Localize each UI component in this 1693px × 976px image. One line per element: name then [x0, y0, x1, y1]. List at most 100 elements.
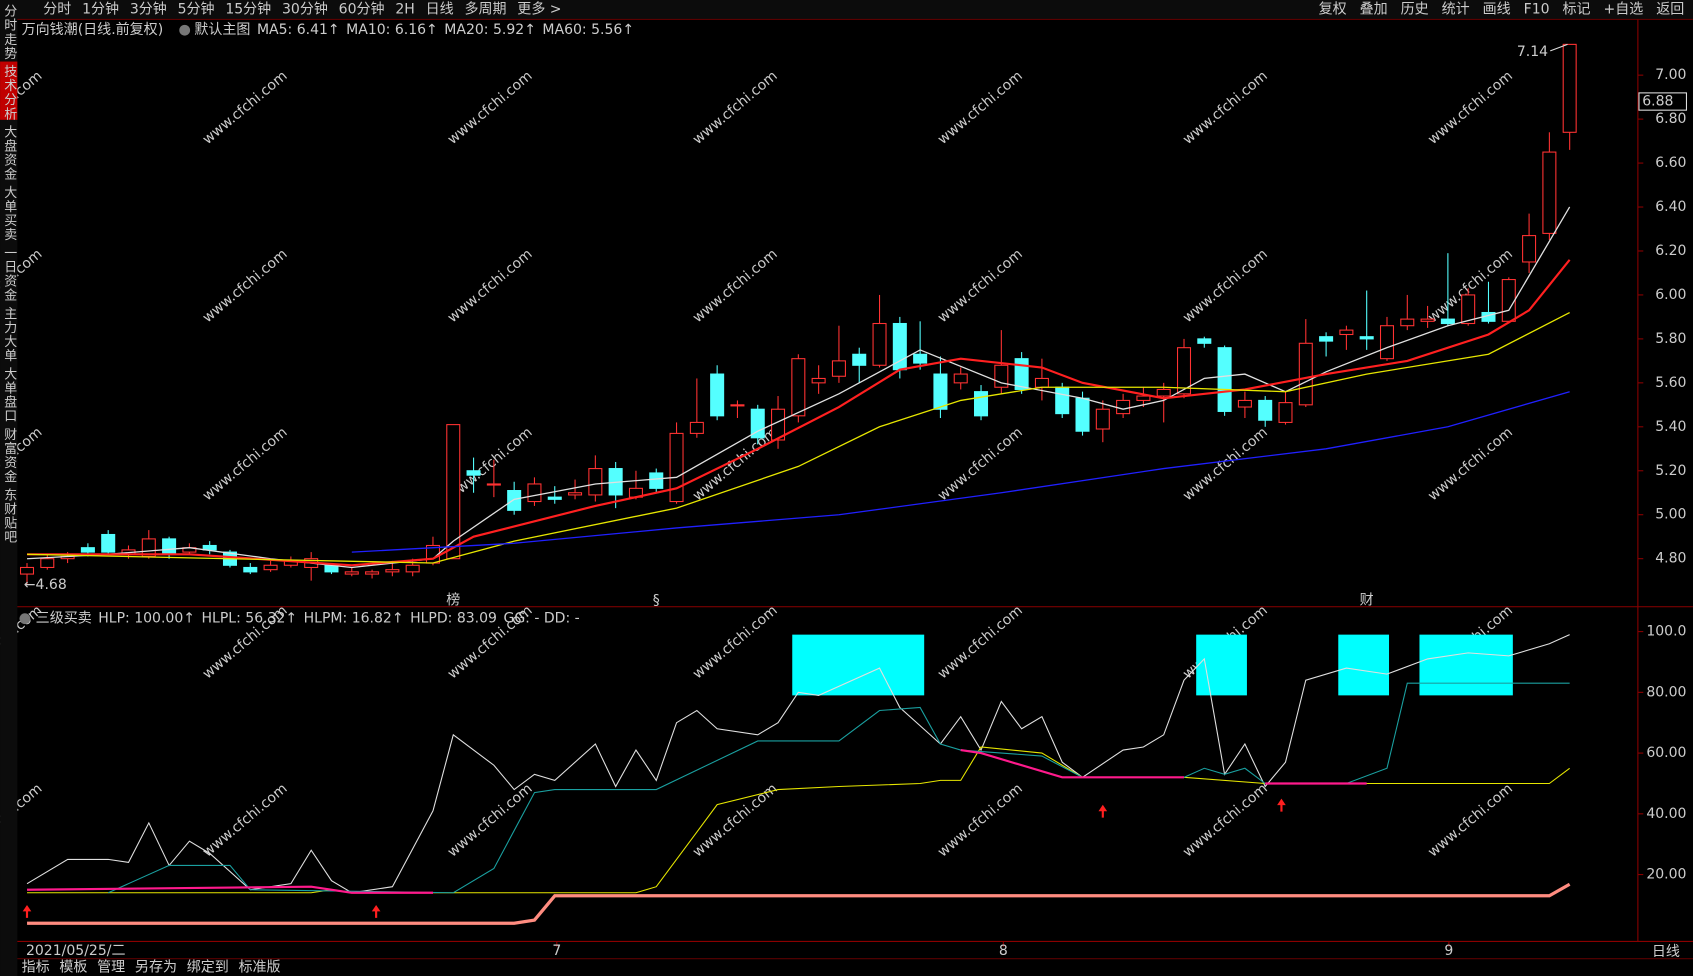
sidebar-tab[interactable]: 分时走势: [1, 4, 16, 60]
candle-body: [1420, 318, 1435, 322]
buy-signal: [1277, 798, 1286, 812]
y-tick-label: 5.60: [1655, 375, 1686, 391]
stock-title: 万向钱潮(日线.前复权): [22, 21, 164, 38]
indicator-legend: HLPD: 83.09: [410, 611, 497, 627]
tool-button[interactable]: 返回: [1656, 2, 1684, 18]
x-tick-label: 8: [999, 943, 1008, 959]
sidebar-tab[interactable]: 一日资金: [1, 246, 16, 302]
period-tab[interactable]: 多周期: [464, 1, 506, 18]
candle-body: [365, 571, 380, 575]
period-tab[interactable]: 15分钟: [225, 1, 271, 18]
footer-tab[interactable]: 标准版: [239, 959, 281, 975]
candle-body: [1095, 408, 1110, 430]
sidebar-tab[interactable]: 技术分析: [1, 65, 16, 121]
candle-body: [953, 373, 968, 384]
candle-body: [1258, 399, 1273, 421]
sidebar: [0, 0, 18, 976]
footer-tab[interactable]: 模板: [59, 959, 87, 975]
candle-body: [588, 468, 603, 496]
candle-body: [649, 472, 664, 489]
sidebar-tab[interactable]: 大盘资金: [1, 125, 16, 181]
ma-legend: MA20: 5.92: [444, 22, 524, 38]
indicator-legend: HLP: 100.00: [98, 611, 183, 627]
current-price: 6.88: [1642, 94, 1673, 110]
tool-button[interactable]: +自选: [1604, 2, 1644, 18]
sidebar-tab[interactable]: 主力大单: [1, 307, 16, 363]
signal-box: [1196, 634, 1247, 696]
candle-body: [933, 373, 948, 410]
footer-tab[interactable]: 另存为: [135, 959, 177, 975]
ma-legend: MA10: 6.16: [346, 22, 426, 38]
y-tick-label: 40.00: [1646, 806, 1686, 822]
candle-body: [872, 322, 887, 366]
ma-line: [27, 259, 1571, 567]
footer-tab[interactable]: 绑定到: [187, 959, 229, 975]
candle-body: [750, 408, 765, 439]
indicator-icon[interactable]: [19, 613, 31, 625]
candle-body: [527, 483, 542, 503]
period-tab[interactable]: 2H: [395, 2, 414, 18]
candle-body: [446, 424, 461, 560]
y-tick-label: 6.20: [1655, 243, 1686, 259]
template-icon[interactable]: [179, 24, 191, 36]
candle-body: [405, 564, 420, 573]
sidebar-tab[interactable]: 东财贴吧: [1, 488, 16, 544]
candle-body: [1156, 388, 1171, 397]
event-mark[interactable]: §: [653, 592, 660, 608]
period-tab[interactable]: 分时: [43, 2, 71, 18]
candle-body: [40, 558, 55, 569]
candle-body: [811, 377, 826, 384]
period-tab[interactable]: 更多 >: [517, 1, 561, 18]
candle-body: [101, 533, 116, 553]
y-tick-label: 60.00: [1646, 745, 1686, 761]
candle-body: [1562, 43, 1577, 133]
candle-body: [1400, 318, 1415, 327]
template-name[interactable]: 默认主图: [194, 22, 250, 38]
tool-button[interactable]: 画线: [1483, 2, 1511, 18]
sidebar-tab-bg: [0, 61, 18, 120]
footer-tab[interactable]: 指标: [22, 959, 50, 975]
tool-button[interactable]: 统计: [1442, 2, 1470, 18]
candle-body: [852, 353, 867, 366]
tool-button[interactable]: 标记: [1563, 2, 1591, 18]
period-tab[interactable]: 日线: [426, 2, 454, 18]
current-price-box: [1638, 92, 1688, 111]
high-label: 7.14: [1517, 44, 1548, 60]
candle-body: [1055, 386, 1070, 415]
indicator-line: [27, 882, 1571, 925]
candle-body: [1359, 336, 1374, 340]
period-tab[interactable]: 30分钟: [282, 1, 328, 18]
candle-body: [1116, 399, 1131, 415]
tool-button[interactable]: 历史: [1401, 2, 1429, 18]
sidebar-tab[interactable]: 财富资金: [1, 428, 16, 484]
y-tick-label: 6.00: [1655, 287, 1686, 303]
period-tab[interactable]: 5分钟: [178, 1, 215, 18]
trend-arrow: ↑: [328, 22, 340, 38]
period-tab[interactable]: 1分钟: [82, 1, 119, 18]
x-tick-label: 9: [1444, 943, 1453, 959]
y-tick-label: 80.00: [1646, 684, 1686, 700]
candle-body: [1542, 151, 1557, 234]
candle-body: [1298, 342, 1313, 406]
candle-body: [1522, 235, 1537, 263]
candle-body: [1075, 397, 1090, 432]
tool-button[interactable]: F10: [1524, 2, 1550, 18]
tool-button[interactable]: 叠加: [1360, 2, 1388, 18]
trend-arrow: ↑: [392, 611, 404, 627]
candle-body: [568, 492, 583, 496]
sidebar-tab[interactable]: 大单盘口: [1, 367, 16, 423]
tool-button[interactable]: 复权: [1319, 1, 1347, 18]
signal-box: [792, 634, 925, 696]
period-tab[interactable]: 60分钟: [339, 1, 385, 18]
event-mark[interactable]: 财: [1360, 592, 1374, 608]
trend-arrow: ↑: [426, 22, 438, 38]
footer-tab[interactable]: 管理: [97, 959, 125, 975]
event-mark[interactable]: 榜: [446, 591, 460, 608]
candle-body: [507, 490, 522, 511]
ma-legend: MA5: 6.41: [257, 22, 328, 38]
candle-body: [1217, 347, 1232, 412]
sidebar-tab[interactable]: 大单买卖: [1, 186, 16, 242]
x-tick-label: 7: [552, 943, 561, 959]
ma-line: [27, 311, 1570, 564]
period-tab[interactable]: 3分钟: [130, 1, 167, 18]
